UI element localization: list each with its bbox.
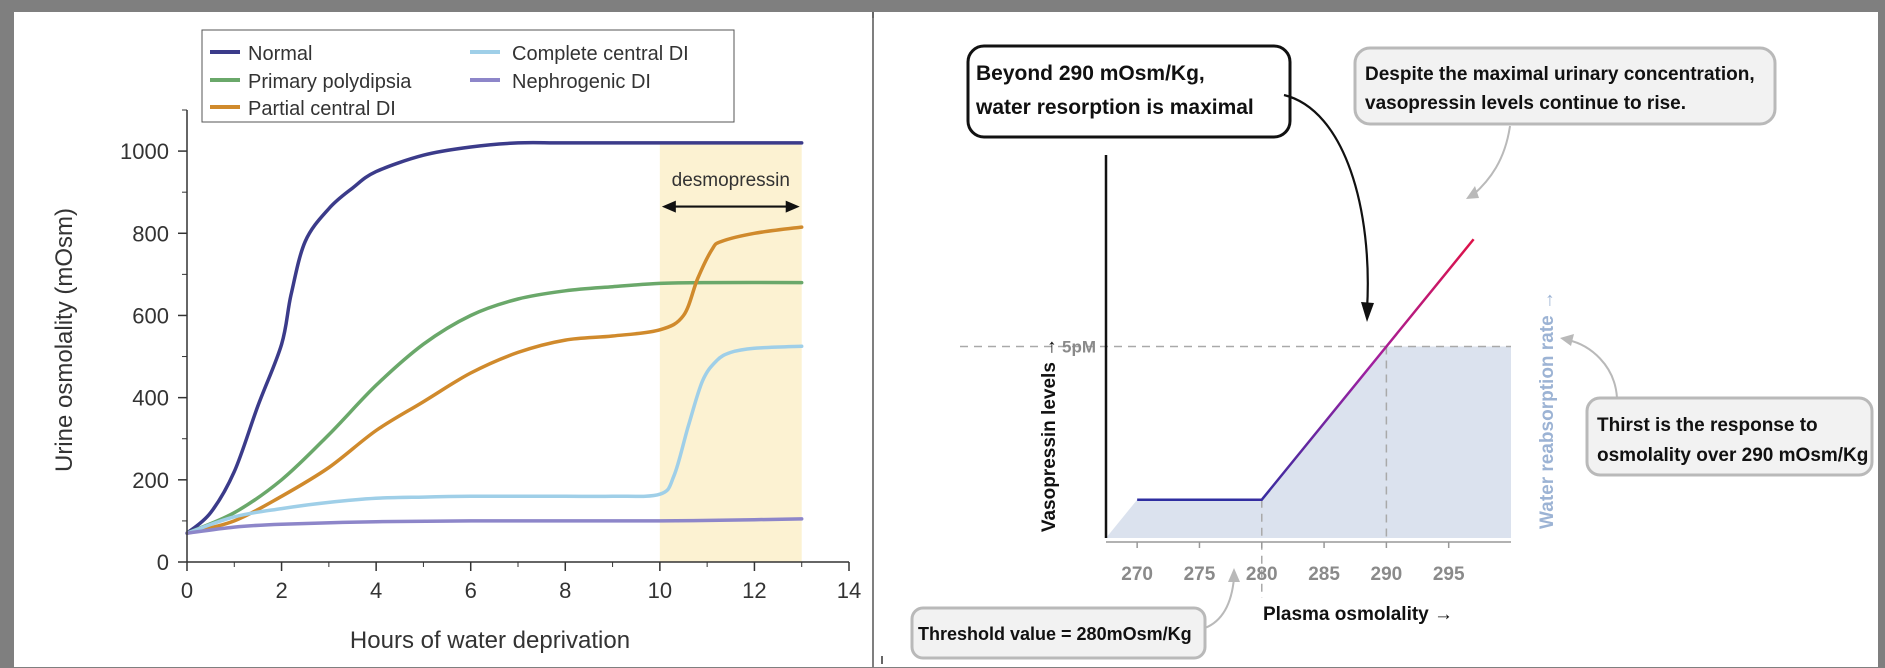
x-tick-label-8: 8 [559,578,571,603]
vasopressin-axis-label: Vasopressin levels → [1039,338,1060,532]
arrow-right-icon [785,200,800,213]
y-tick-label-0: 0 [157,550,169,575]
legend-label-normal: Normal [248,43,312,65]
y-tick-label-800: 800 [132,221,169,246]
series-line-normal [185,140,804,535]
callout-box [1353,46,1777,126]
tick-label-5pm: 5pM [1062,338,1096,357]
y-tick-label-1000: 1000 [120,139,169,164]
y-tick-label-400: 400 [132,386,169,411]
legend-label-partial-central-di: Partial central DI [248,98,396,120]
vasopressin-line [1137,238,1475,501]
callout-despite: Despite the maximal urinary concentratio… [1353,46,1777,199]
water-reabsorption-axis-label: Water reabsorption rate → [1537,291,1558,529]
callout-box [966,44,1292,139]
left-y-axis-label: Urine osmolality (mOsm) [51,208,78,472]
callout-text: Thirst is the response to [1597,415,1818,436]
arrow-down-icon [1361,302,1374,322]
x-tick-label-6: 6 [465,578,477,603]
right-chart: 270 275 280 285 290 295 5pM Vasopressin level… [910,44,1874,660]
series-line-nephrogenic-di [185,517,804,535]
tick-label-280: 280 [1246,564,1278,585]
left-x-axis-label: Hours of water deprivation [350,627,630,654]
series-line-partial-central-di [185,225,804,535]
y-tick-label-200: 200 [132,468,169,493]
left-tick-group: 0 2 4 6 8 10 12 14 0 200 400 600 800 1000 [120,109,861,603]
callout-arrow [1204,577,1235,629]
callout-text: Threshold value = 280mOsm/Kg [918,624,1192,644]
callout-text: water resorption is maximal [975,96,1254,119]
left-series-group [185,140,804,535]
callout-beyond-290: Beyond 290 mOsm/Kg, water resorption is … [966,44,1374,322]
callout-box [1585,396,1874,477]
callout-thirst: Thirst is the response to osmolality ove… [1560,334,1874,477]
water-reabsorption-area [1106,346,1511,538]
arrow-icon [1466,186,1479,199]
callout-text: vasopressin levels continue to rise. [1365,93,1686,114]
legend-label-primary-polydipsia: Primary polydipsia [248,71,412,93]
callout-text: osmolality over 290 mOsm/Kg [1597,445,1868,466]
callout-arrow [1472,125,1511,196]
plasma-osmolality-axis-label: Plasma osmolality → [1263,604,1453,625]
callout-text: Beyond 290 mOsm/Kg, [976,62,1205,85]
x-tick-label-14: 14 [837,578,861,603]
callout-box [910,606,1207,660]
desmopressin-label: desmopressin [672,170,790,191]
left-chart: 0 2 4 6 8 10 12 14 0 200 400 600 800 1000 desmopressi… [51,29,861,654]
legend-label-complete-central-di: Complete central DI [512,43,689,65]
x-tick-label-12: 12 [742,578,766,603]
series-line-primary-polydipsia [185,280,804,535]
x-tick-label-10: 10 [648,578,672,603]
tick-label-285: 285 [1308,564,1340,585]
legend: Normal Primary polydipsia Partial centra… [201,29,735,123]
arrow-icon [1560,334,1574,346]
callout-text: Despite the maximal urinary concentratio… [1365,64,1755,85]
callout-arrow [1283,93,1369,311]
x-tick-label-0: 0 [181,578,193,603]
tick-label-275: 275 [1184,564,1216,585]
series-line-complete-central-di [185,344,804,535]
legend-box [201,29,735,123]
right-tick-group: 270 275 280 285 290 295 [1121,542,1465,585]
legend-label-nephrogenic-di: Nephrogenic DI [512,71,651,93]
y-tick-label-600: 600 [132,303,169,328]
tick-label-295: 295 [1433,564,1465,585]
tick-label-270: 270 [1121,564,1153,585]
x-tick-label-2: 2 [275,578,287,603]
x-tick-label-4: 4 [370,578,382,603]
callout-threshold: Threshold value = 280mOsm/Kg [910,568,1240,660]
arrow-left-icon [661,200,676,213]
callout-arrow [1567,339,1618,399]
tick-label-290: 290 [1371,564,1403,585]
arrow-up-icon [1228,568,1240,582]
